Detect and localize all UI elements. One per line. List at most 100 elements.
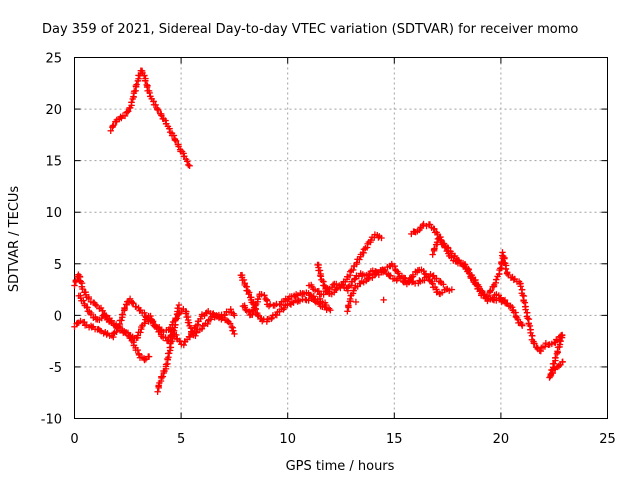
data-point-mid-e	[395, 270, 402, 277]
data-point-late	[558, 334, 566, 341]
data-point-arc-high	[152, 101, 159, 109]
data-point-hump-2	[475, 283, 483, 290]
data-point-arc-high	[158, 112, 165, 119]
x-tick-label: 20	[493, 432, 510, 447]
data-point-mid-e	[430, 272, 437, 279]
data-point-track-c	[80, 297, 87, 304]
data-point-late	[541, 343, 549, 350]
data-point-hump-2	[433, 239, 441, 246]
data-point-arc-high	[184, 158, 191, 165]
data-point-track-c	[122, 329, 130, 336]
data-point-dip	[175, 301, 183, 309]
grid-lines	[74, 57, 608, 419]
data-point-track-b	[231, 312, 238, 319]
data-point-track-b	[118, 317, 125, 324]
data-point-mid-b	[277, 301, 285, 309]
data-points	[71, 67, 566, 395]
data-point-dip	[170, 327, 178, 334]
data-point-mid-e	[440, 281, 447, 288]
data-point-hump-2	[465, 266, 472, 274]
data-point-track-c	[100, 311, 108, 319]
data-point-track-a	[72, 276, 80, 284]
data-point-track-c	[230, 327, 237, 334]
x-tick-label: 15	[386, 432, 403, 447]
x-tick-label: 10	[279, 432, 296, 447]
data-point-mid-e	[329, 281, 337, 288]
y-tick-label: -10	[41, 413, 62, 428]
data-point-track-b	[130, 300, 137, 307]
data-point-track-c	[147, 312, 154, 320]
data-point-late	[502, 265, 510, 273]
data-point-mid-c	[378, 234, 385, 242]
data-point-mid-e	[347, 282, 355, 289]
data-point-mid-a	[244, 287, 252, 295]
data-point-arc-high	[185, 161, 192, 169]
data-point-mid-c	[350, 266, 357, 274]
data-point-arc-high	[133, 81, 140, 88]
data-point-late	[487, 287, 494, 294]
data-point-track-c	[228, 323, 235, 331]
data-point-late	[559, 358, 566, 365]
y-tick-label: 25	[45, 52, 62, 67]
data-point-track-b	[113, 328, 120, 335]
data-point-dip	[166, 350, 173, 357]
data-point-track-b	[96, 327, 104, 334]
data-point-track-c	[189, 328, 196, 336]
data-point-hump-2	[429, 251, 436, 258]
data-point-late	[503, 270, 511, 277]
data-point-outlier	[352, 298, 360, 306]
data-point-late	[553, 350, 561, 357]
data-point-mid-d	[448, 286, 456, 293]
data-point-arc-high	[170, 132, 178, 139]
data-point-arc-high	[155, 106, 162, 114]
data-point-mid-d	[345, 302, 352, 309]
x-tick-label: 25	[599, 432, 616, 447]
data-point-dip	[154, 388, 161, 395]
data-point-arc-high	[125, 108, 132, 115]
data-point-mid-e	[391, 262, 399, 270]
y-tick-label: 10	[45, 206, 62, 221]
data-point-mid-a	[273, 311, 280, 319]
data-point-arc-high	[141, 72, 148, 79]
data-point-track-a	[71, 282, 78, 289]
data-point-arc-high	[128, 99, 135, 106]
data-point-track-b	[103, 331, 110, 338]
data-point-mid-d	[344, 308, 351, 315]
data-point-track-c	[226, 320, 234, 327]
data-point-arc-high	[110, 122, 117, 129]
data-point-hump-2	[456, 260, 464, 267]
data-point-mid-c	[356, 256, 363, 263]
data-point-track-b	[141, 309, 148, 317]
data-point-late	[554, 349, 561, 356]
data-point-mid-a	[302, 296, 309, 303]
data-point-track-c	[108, 317, 115, 324]
data-point-hump-2	[519, 322, 526, 329]
data-point-dip	[172, 316, 180, 323]
data-point-mid-e	[433, 275, 440, 282]
data-point-hump	[431, 225, 438, 233]
y-tick-labels: -10 -5 0 5 10 15 20 25	[41, 52, 62, 428]
data-point-track-a	[134, 346, 141, 354]
data-point-outlier	[380, 296, 387, 304]
data-point-mid-e	[352, 275, 359, 282]
data-point-arc-high	[123, 108, 131, 116]
data-point-arc-high	[121, 112, 129, 120]
data-point-track-b	[119, 311, 126, 318]
data-point-track-b	[204, 320, 211, 328]
y-tick-label: 5	[54, 258, 62, 273]
data-point-mid-b	[250, 306, 258, 313]
data-point-late	[531, 340, 538, 347]
data-point-hump-2	[461, 261, 469, 268]
data-point-mid-a	[268, 315, 275, 323]
data-point-track-c	[148, 317, 156, 324]
data-point-track-c	[137, 329, 144, 336]
data-point-late	[484, 292, 492, 300]
data-point-mid-b	[261, 292, 268, 299]
data-point-arc-high	[109, 122, 116, 130]
x-tick-labels: 0 5 10 15 20 25	[70, 432, 615, 447]
data-point-mid-b	[249, 311, 256, 318]
y-axis-label: SDTVAR / TECUs	[7, 186, 22, 293]
data-point-track-a	[79, 285, 86, 293]
data-point-late	[499, 249, 506, 256]
